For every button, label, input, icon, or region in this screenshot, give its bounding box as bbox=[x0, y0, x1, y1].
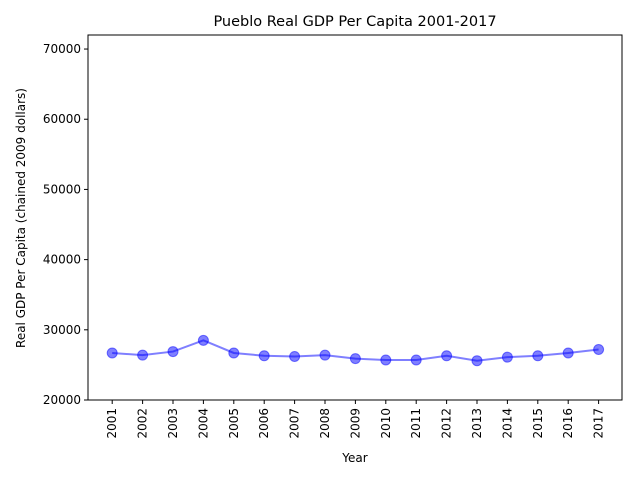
y-tick-label: 50000 bbox=[43, 182, 81, 196]
y-axis: 20000 30000 40000 50000 60000 70000 bbox=[43, 42, 88, 407]
data-point bbox=[593, 343, 605, 355]
x-tick-label: 2010 bbox=[379, 408, 393, 439]
x-tick-label: 2016 bbox=[561, 408, 575, 439]
data-point bbox=[501, 351, 513, 363]
data-point bbox=[258, 350, 270, 362]
x-tick-label: 2017 bbox=[592, 408, 606, 439]
y-tick-label: 40000 bbox=[43, 253, 81, 267]
data-point bbox=[471, 355, 483, 367]
x-tick-label: 2015 bbox=[531, 408, 545, 439]
data-point bbox=[167, 346, 179, 358]
chart-title: Pueblo Real GDP Per Capita 2001-2017 bbox=[213, 14, 496, 30]
x-tick-label: 2001 bbox=[105, 408, 119, 439]
x-axis: 2001 2002 2003 2004 2005 2006 2007 2008 2009 2010… bbox=[105, 400, 606, 439]
x-tick-label: 2008 bbox=[318, 408, 332, 439]
x-tick-label: 2007 bbox=[288, 408, 302, 439]
series-layer bbox=[106, 334, 605, 367]
y-tick-label: 20000 bbox=[43, 393, 81, 407]
x-tick-label: 2006 bbox=[257, 408, 271, 439]
data-point bbox=[410, 354, 422, 366]
x-tick-label: 2009 bbox=[348, 408, 362, 439]
data-point bbox=[532, 350, 544, 362]
y-tick-label: 30000 bbox=[43, 323, 81, 337]
x-tick-label: 2011 bbox=[409, 408, 423, 439]
x-tick-label: 2005 bbox=[227, 408, 241, 439]
y-tick-label: 60000 bbox=[43, 112, 81, 126]
data-point bbox=[137, 349, 149, 361]
x-tick-label: 2013 bbox=[470, 408, 484, 439]
data-point bbox=[289, 350, 301, 362]
plot-area bbox=[87, 34, 623, 401]
x-axis-label: Year bbox=[341, 451, 367, 465]
y-axis-label: Real GDP Per Capita (chained 2009 dollar… bbox=[14, 88, 28, 348]
data-point bbox=[349, 353, 361, 365]
x-tick-label: 2012 bbox=[440, 408, 454, 439]
data-point bbox=[562, 347, 574, 359]
x-tick-label: 2003 bbox=[166, 408, 180, 439]
data-point bbox=[106, 347, 118, 359]
y-tick-label: 70000 bbox=[43, 42, 81, 56]
data-point bbox=[228, 347, 240, 359]
data-point bbox=[197, 334, 209, 346]
x-tick-label: 2014 bbox=[500, 408, 514, 439]
x-tick-label: 2002 bbox=[136, 408, 150, 439]
data-point bbox=[319, 349, 331, 361]
data-point bbox=[441, 350, 453, 362]
data-point bbox=[380, 354, 392, 366]
x-tick-label: 2004 bbox=[196, 408, 210, 439]
